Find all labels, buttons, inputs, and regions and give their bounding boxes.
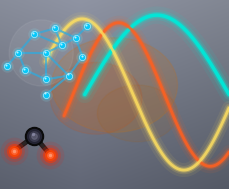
Ellipse shape [97,85,177,142]
Ellipse shape [50,62,142,134]
Ellipse shape [52,38,177,132]
Ellipse shape [9,20,73,86]
